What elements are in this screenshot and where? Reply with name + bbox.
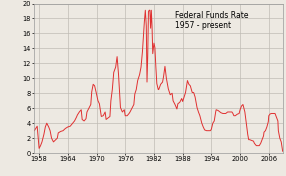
Text: Federal Funds Rate
1957 - present: Federal Funds Rate 1957 - present	[175, 11, 249, 30]
